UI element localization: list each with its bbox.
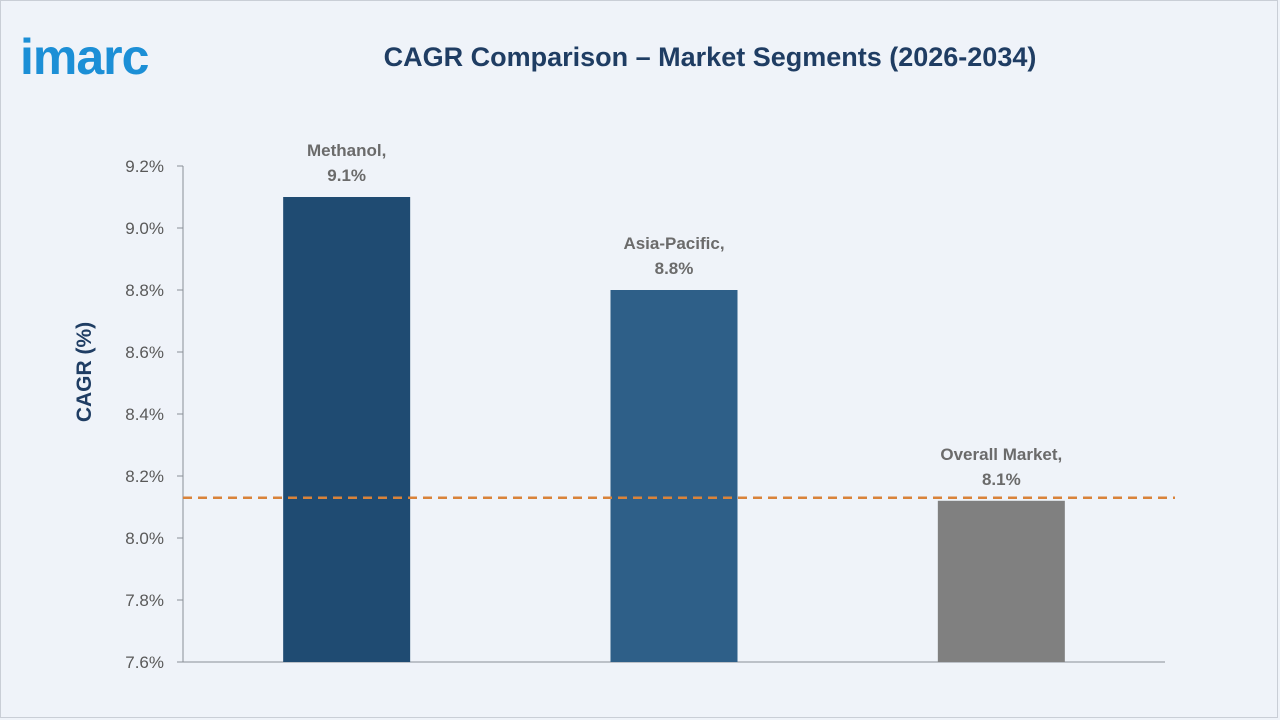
data-label: 8.1% — [982, 470, 1021, 489]
y-tick-label: 9.2% — [125, 157, 164, 176]
bar — [283, 197, 411, 662]
data-label: 8.8% — [655, 259, 694, 278]
data-label: Overall Market, — [940, 445, 1062, 464]
data-label: 9.1% — [327, 166, 366, 185]
imarc-logo: imarc — [20, 29, 150, 82]
data-label: Asia-Pacific, — [623, 234, 724, 253]
logo-text: imarc — [20, 29, 149, 82]
y-tick-label: 8.2% — [125, 467, 164, 486]
chart-title: CAGR Comparison – Market Segments (2026-… — [383, 42, 1037, 72]
y-tick-label: 8.6% — [125, 343, 164, 362]
y-tick-label: 7.8% — [125, 591, 164, 610]
data-label: Methanol, — [307, 141, 386, 160]
bar — [937, 500, 1065, 662]
y-tick-label: 8.4% — [125, 405, 164, 424]
y-tick-label: 9.0% — [125, 219, 164, 238]
bar — [610, 290, 738, 662]
y-tick-label: 8.0% — [125, 529, 164, 548]
y-tick-label: 8.8% — [125, 281, 164, 300]
y-tick-label: 7.6% — [125, 653, 164, 672]
